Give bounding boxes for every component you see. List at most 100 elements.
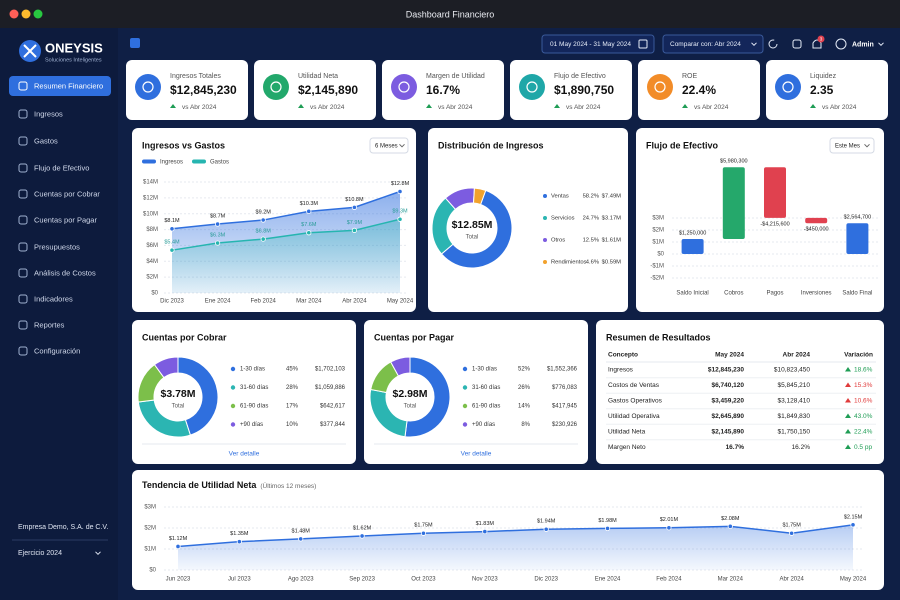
nav-item[interactable]: Indicadores bbox=[34, 294, 73, 303]
refresh-icon[interactable] bbox=[768, 39, 778, 49]
legend-amount: $1,552,366 bbox=[547, 367, 578, 373]
table-cell: 43.0% bbox=[854, 413, 873, 420]
legend-amount: $7.49M bbox=[602, 194, 622, 200]
nav-icon bbox=[18, 81, 28, 91]
chevron-icon bbox=[95, 551, 101, 556]
window-control[interactable] bbox=[33, 9, 43, 19]
kpi-compare: vs Abr 2024 bbox=[694, 104, 729, 111]
kpi-up-arrow bbox=[298, 104, 304, 108]
legend-dot bbox=[230, 403, 236, 409]
collapse-button[interactable] bbox=[130, 38, 140, 48]
detail-link[interactable]: Ver detalle bbox=[229, 451, 260, 458]
window-title: Dashboard Financiero bbox=[406, 9, 495, 19]
company-name: Empresa Demo, S.A. de C.V. bbox=[18, 524, 108, 531]
legend-label: +90 días bbox=[472, 422, 495, 428]
kpi-value: $12,845,230 bbox=[170, 83, 237, 97]
variation-arrow bbox=[845, 413, 851, 418]
data-label: $2.01M bbox=[660, 517, 679, 523]
window-control[interactable] bbox=[21, 9, 31, 19]
data-point bbox=[260, 217, 266, 223]
nav-item[interactable]: Análisis de Costos bbox=[34, 268, 96, 277]
nav-item[interactable]: Resumen Financiero bbox=[34, 81, 103, 90]
kpi-icon-glyph bbox=[526, 81, 538, 93]
y-tick-label: $14M bbox=[143, 180, 158, 186]
nav-item[interactable]: Cuentas por Pagar bbox=[34, 215, 97, 224]
chart-title: Cuentas por Cobrar bbox=[142, 332, 227, 342]
table-cell: 22.4% bbox=[854, 429, 873, 436]
nav-item[interactable]: Flujo de Efectivo bbox=[34, 163, 89, 172]
kpi-icon-glyph bbox=[270, 81, 282, 93]
nav-item[interactable]: Cuentas por Cobrar bbox=[34, 189, 100, 198]
data-point bbox=[351, 227, 357, 233]
notification-count: 3 bbox=[820, 37, 823, 42]
data-label: $8.1M bbox=[164, 218, 180, 224]
data-label: $1.62M bbox=[353, 525, 372, 531]
bell-icon[interactable] bbox=[812, 39, 822, 49]
nav-item[interactable]: Reportes bbox=[34, 320, 65, 329]
user-avatar[interactable] bbox=[835, 38, 847, 50]
data-label: $2.15M bbox=[844, 514, 863, 520]
nav-item[interactable]: Gastos bbox=[34, 136, 58, 145]
chevron-icon bbox=[751, 42, 757, 47]
fiscal-period[interactable]: Ejercicio 2024 bbox=[18, 550, 62, 557]
title-bar bbox=[0, 0, 900, 28]
kpi-compare: vs Abr 2024 bbox=[566, 104, 601, 111]
period-dropdown[interactable] bbox=[829, 137, 875, 154]
kpi-label: Utilidad Neta bbox=[298, 73, 338, 80]
nav-item[interactable]: Ingresos bbox=[34, 109, 63, 118]
series-line bbox=[171, 190, 401, 230]
x-tick-label: Jul 2023 bbox=[228, 577, 251, 583]
legend-label: Otros bbox=[551, 238, 565, 244]
nav-item[interactable]: Presupuestos bbox=[34, 242, 80, 251]
legend-percent: 58.2% bbox=[583, 194, 599, 200]
kpi-icon bbox=[263, 74, 289, 100]
x-tick-label: Dic 2023 bbox=[534, 577, 558, 583]
data-label: $1.83M bbox=[476, 521, 495, 527]
compare-select[interactable] bbox=[662, 34, 764, 54]
legend-percent: 45% bbox=[286, 367, 299, 373]
y-tick-label: $10M bbox=[143, 211, 158, 217]
table-cell: 10.6% bbox=[854, 398, 873, 405]
kpi-label: ROE bbox=[682, 73, 698, 80]
nav-item[interactable]: Configuración bbox=[34, 346, 80, 355]
y-tick-label: $3M bbox=[144, 505, 156, 511]
data-point bbox=[359, 533, 365, 539]
detail-link[interactable]: Ver detalle bbox=[461, 451, 492, 458]
sidebar bbox=[0, 28, 118, 600]
data-label: $12.8M bbox=[391, 181, 410, 187]
period-dropdown-label: 6 Meses bbox=[375, 144, 398, 150]
chart-title: Flujo de Efectivo bbox=[646, 140, 719, 150]
table-header: Variación bbox=[844, 352, 873, 359]
nav-icon bbox=[18, 320, 28, 330]
table-card bbox=[596, 320, 884, 464]
legend-amount: $1,059,886 bbox=[315, 385, 346, 391]
kpi-label: Margen de Utilidad bbox=[426, 73, 485, 80]
donut-center-label: Total bbox=[466, 235, 479, 241]
table-cell: $10,823,450 bbox=[774, 367, 811, 374]
kpi-icon bbox=[647, 74, 673, 100]
variation-arrow bbox=[845, 444, 851, 449]
data-label: $1.75M bbox=[414, 523, 433, 529]
window-control[interactable] bbox=[9, 9, 19, 19]
kpi-card bbox=[638, 60, 760, 120]
legend-label: Gastos bbox=[210, 160, 229, 166]
kpi-change: 2.3 ppvs Abr 2024 bbox=[438, 104, 473, 111]
date-range-picker[interactable] bbox=[541, 34, 655, 54]
legend-label: 31-60 días bbox=[240, 385, 268, 391]
data-point bbox=[175, 543, 181, 550]
user-name[interactable]: Admin bbox=[852, 41, 874, 48]
donut-center-value: $12.85M bbox=[452, 219, 493, 231]
y-tick-label: -$2M bbox=[650, 276, 664, 282]
y-tick-label: $4M bbox=[146, 259, 158, 265]
series-line bbox=[171, 218, 401, 251]
waterfall-bar bbox=[805, 217, 828, 224]
period-dropdown[interactable] bbox=[369, 137, 409, 154]
kpi-card bbox=[766, 60, 888, 120]
table-cell: $5,845,210 bbox=[777, 382, 810, 389]
nav-active-bg bbox=[9, 76, 111, 96]
fullscreen-icon[interactable] bbox=[792, 39, 802, 49]
legend-dot bbox=[543, 238, 547, 242]
data-point bbox=[351, 204, 357, 210]
x-tick-label: Ene 2024 bbox=[595, 577, 621, 583]
x-tick-label: Jun 2023 bbox=[166, 577, 191, 583]
